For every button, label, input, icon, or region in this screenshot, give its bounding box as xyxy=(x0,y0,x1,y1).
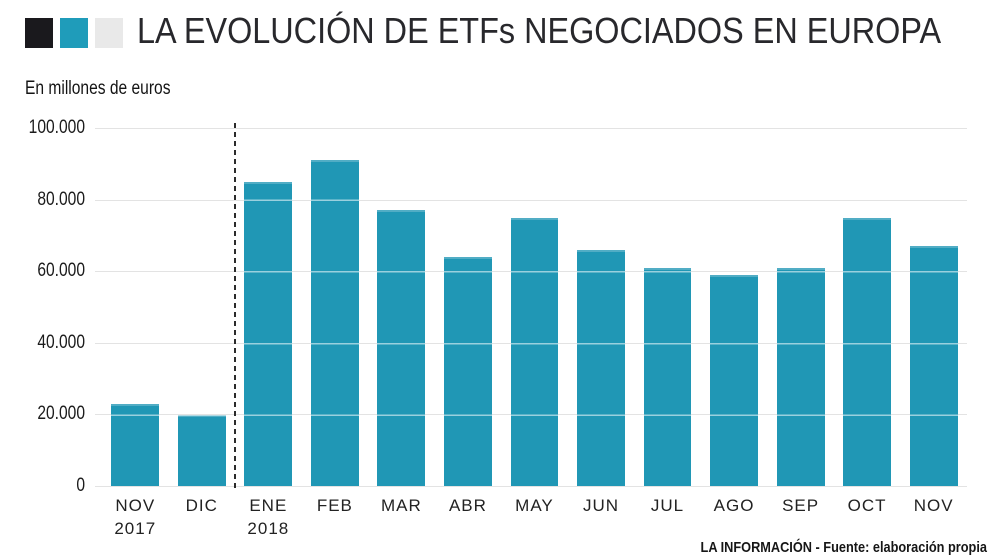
bar-abr xyxy=(443,256,492,486)
bar-ago xyxy=(710,274,758,486)
bar-feb xyxy=(310,160,359,486)
bar-nov-2017 xyxy=(111,403,160,486)
chart-subtitle: En millones de euros xyxy=(25,78,171,99)
year-separator-line xyxy=(234,123,237,490)
x-tick-label: AGO xyxy=(701,496,768,539)
source-credit: LA INFORMACIÓN - Fuente: elaboración pro… xyxy=(700,539,987,556)
y-tick-label: 60.000 xyxy=(37,260,85,282)
gridline-80000 xyxy=(95,199,967,201)
chart-title: LA EVOLUCIÓN DE ETFs NEGOCIADOS EN EUROP… xyxy=(137,10,942,51)
bar-ene-2018 xyxy=(244,181,293,486)
y-tick-label: 0 xyxy=(76,475,85,496)
month-label: MAR xyxy=(381,496,422,515)
bar-slot xyxy=(169,128,236,486)
bar-slot xyxy=(701,128,768,486)
y-tick-label: 100.000 xyxy=(28,117,85,138)
month-label: OCT xyxy=(847,496,887,515)
bar-slot xyxy=(767,128,834,486)
x-tick-label: ENE 2018 xyxy=(235,496,302,539)
month-label: MAY xyxy=(515,496,554,515)
bar-mar xyxy=(377,210,426,486)
month-label: JUL xyxy=(650,496,685,515)
bar-slot xyxy=(235,128,302,486)
month-label: FEB xyxy=(316,496,353,515)
month-label: AGO xyxy=(713,496,755,515)
bar-slot xyxy=(900,128,967,486)
month-label: JUN xyxy=(582,496,620,515)
x-tick-label: FEB xyxy=(302,496,369,539)
bar-slot xyxy=(568,128,635,486)
x-tick-label: MAY xyxy=(501,496,568,539)
x-tick-label: DIC xyxy=(169,496,236,539)
bar-nov xyxy=(909,246,958,486)
bars-area xyxy=(102,128,967,486)
month-label: NOV xyxy=(115,496,156,515)
brand-swatch-gray xyxy=(95,18,123,48)
month-label: ENE xyxy=(249,496,288,515)
x-tick-label: ABR xyxy=(435,496,502,539)
x-tick-label: JUL xyxy=(634,496,701,539)
bar-slot xyxy=(368,128,435,486)
gridline-100000 xyxy=(95,128,967,129)
x-tick-label: SEP xyxy=(767,496,834,539)
bar-jun xyxy=(577,249,625,486)
y-tick-label: 20.000 xyxy=(37,403,85,425)
year-label: 2018 xyxy=(247,519,290,538)
bar-slot xyxy=(435,128,502,486)
x-tick-label: NOV 2017 xyxy=(102,496,169,539)
y-tick-label: 40.000 xyxy=(37,331,85,353)
bar-slot xyxy=(501,128,568,486)
month-label: ABR xyxy=(448,496,487,515)
month-label: NOV xyxy=(913,496,954,515)
brand-swatch-black xyxy=(25,18,53,48)
bar-sep xyxy=(776,267,825,486)
brand-swatch-teal xyxy=(60,18,88,48)
x-tick-label: NOV xyxy=(900,496,967,539)
bar-slot xyxy=(834,128,901,486)
x-tick-label: JUN xyxy=(568,496,635,539)
month-label: SEP xyxy=(782,496,820,515)
brand-swatches xyxy=(25,18,123,48)
year-label: 2017 xyxy=(114,519,157,538)
bar-dic xyxy=(177,415,226,486)
x-tick-label: OCT xyxy=(834,496,901,539)
bar-jul xyxy=(643,267,692,486)
x-tick-label: MAR xyxy=(368,496,435,539)
bar-oct xyxy=(843,217,892,486)
x-axis-labels: NOV 2017 DIC ENE 2018 FEB MAR ABR MAY JUN JUL AGO SE… xyxy=(102,496,967,539)
bar-slot xyxy=(634,128,701,486)
y-tick-label: 80.000 xyxy=(37,188,85,210)
bar-may xyxy=(510,217,559,486)
bar-slot xyxy=(102,128,169,486)
month-label: DIC xyxy=(185,496,218,515)
gridline-0 xyxy=(95,486,967,487)
bar-slot xyxy=(302,128,369,486)
